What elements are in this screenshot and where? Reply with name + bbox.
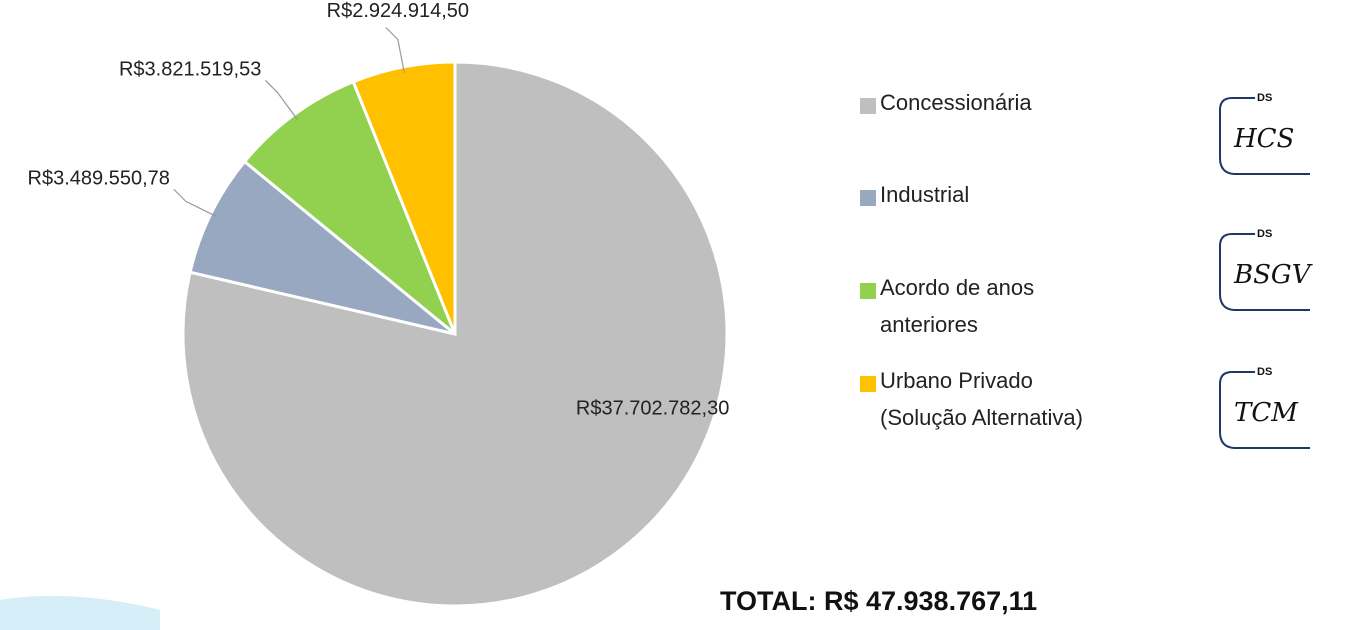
decoration	[0, 595, 160, 630]
signature-badge: DS	[1257, 366, 1272, 378]
signature-initials: HCS	[1233, 124, 1294, 154]
signature-frame	[1219, 233, 1310, 311]
signature-badge: DS	[1257, 92, 1272, 104]
legend-label: Urbano Privado (Solução Alternativa)	[880, 368, 1083, 430]
legend-item: Industrial	[860, 182, 1180, 213]
legend-label: Concessionária	[880, 90, 1032, 115]
legend-swatch	[860, 98, 876, 114]
legend-label: Industrial	[880, 182, 970, 207]
signature-initials: TCM	[1234, 398, 1299, 428]
legend-swatch	[860, 283, 876, 299]
legend-item: Concessionária	[860, 90, 1180, 121]
legend-item: Acordo de anos anteriores	[860, 275, 1060, 343]
leader-line	[385, 27, 405, 73]
data-label: R$3.489.550,78	[28, 168, 170, 190]
signature-initials: BSGV	[1233, 260, 1313, 290]
signature-frame	[1219, 97, 1310, 175]
leader-line	[264, 79, 298, 121]
data-label: R$3.821.519,53	[119, 59, 261, 81]
signature-badge: DS	[1257, 228, 1272, 240]
legend-item: Urbano Privado (Solução Alternativa)	[860, 368, 1110, 436]
legend-swatch	[860, 190, 876, 206]
signature-frame	[1219, 371, 1310, 449]
legend-label: Acordo de anos anteriores	[880, 275, 1035, 337]
data-label: R$37.702.782,30	[576, 398, 729, 420]
total-label: TOTAL: R$ 47.938.767,11	[720, 586, 1038, 616]
leader-line	[173, 188, 217, 217]
legend-swatch	[860, 376, 876, 392]
data-label: R$2.924.914,50	[327, 0, 469, 22]
